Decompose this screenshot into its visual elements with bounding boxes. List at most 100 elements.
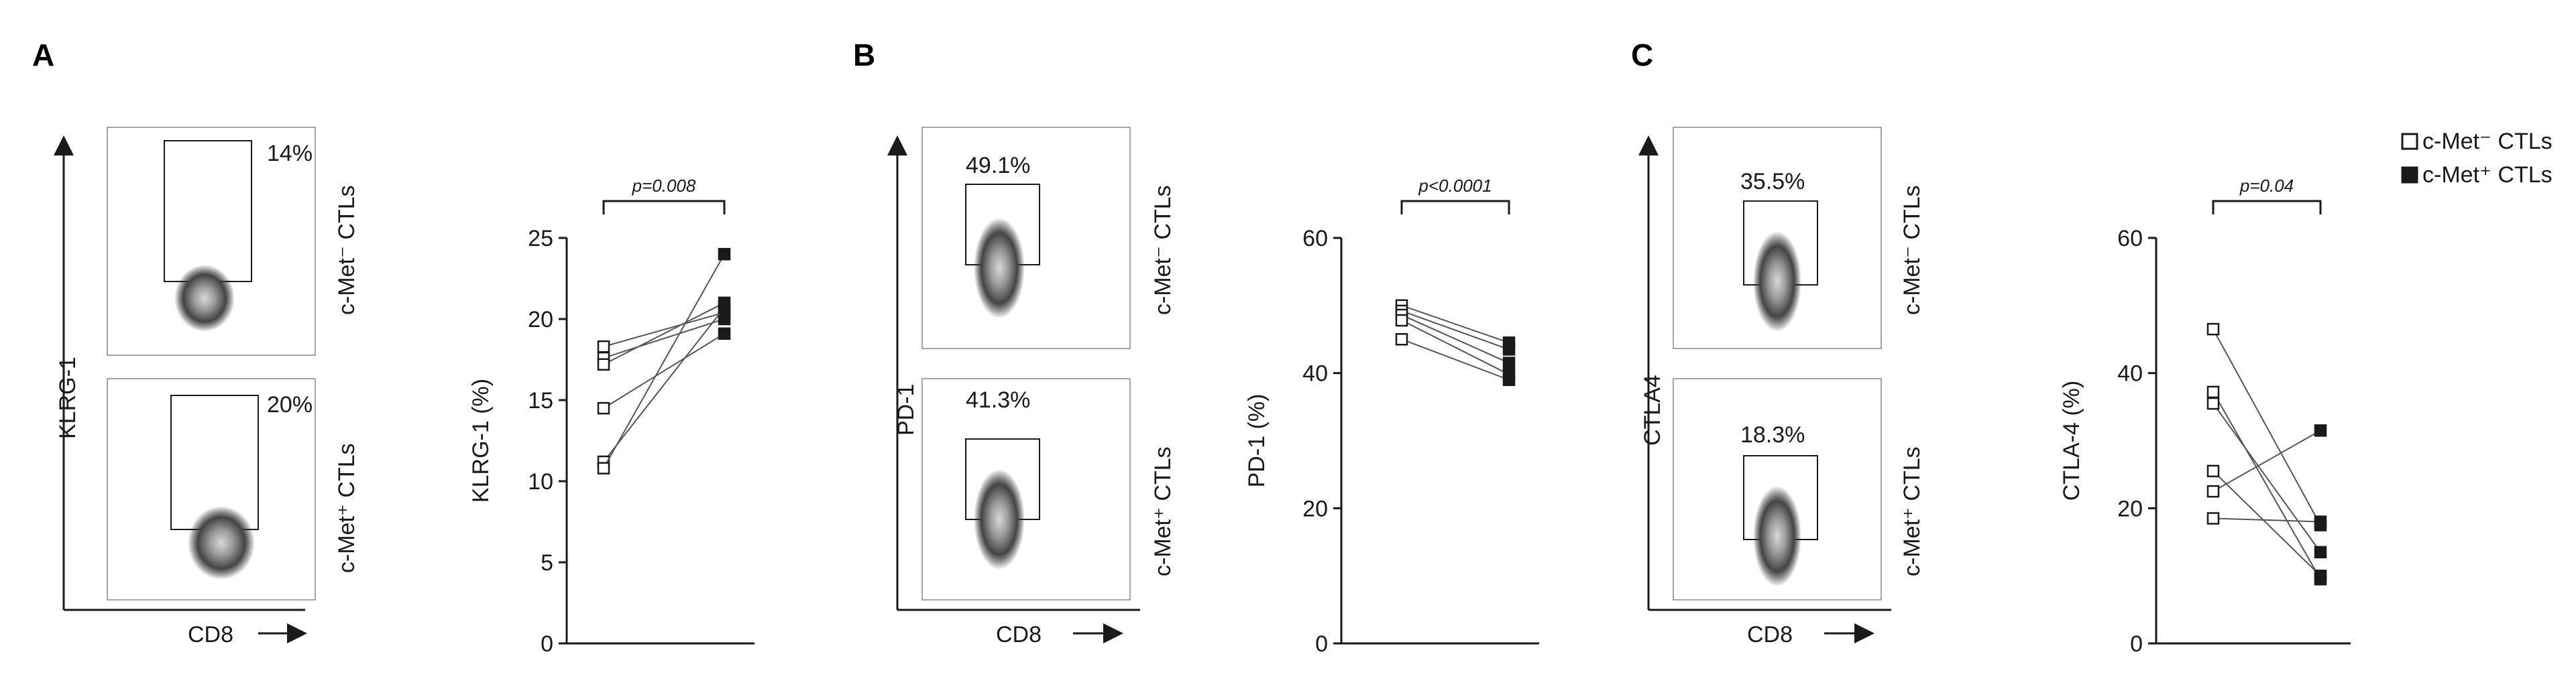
- point-cmet-pos: [2314, 569, 2327, 582]
- legend-label-0: c-Met⁻ CTLs: [2422, 129, 2553, 154]
- flow-y-label: PD-1: [893, 384, 919, 436]
- point-cmet-pos: [718, 327, 731, 340]
- y-tick-label: 10: [528, 469, 553, 495]
- flow-top-group: c-Met⁻ CTLs: [1150, 185, 1176, 315]
- legend-filled-square-icon: [2401, 166, 2418, 184]
- flow-bottom-group: c-Met⁺ CTLs: [1899, 446, 1925, 576]
- flow-x-label: CD8: [996, 622, 1042, 647]
- point-cmet-neg: [1395, 333, 1408, 346]
- point-cmet-neg: [2206, 464, 2220, 478]
- y-tick-label: 15: [528, 388, 553, 414]
- flow-plot-top: [921, 127, 1131, 349]
- pair-line: [1401, 310, 1510, 351]
- y-tick-label: 60: [2117, 226, 2143, 251]
- y-tick-label: 40: [1302, 361, 1328, 387]
- y-axis-label: PD-1 (%): [1244, 394, 1270, 488]
- paired-charts: 0 5 10 15 20 25 KLRG-1 (%) p=0.008 0 20 40 60 PD-1 (…: [468, 176, 2351, 657]
- flow-plot-bottom: [1673, 378, 1882, 601]
- legend: c-Met⁻ CTLs c-Met⁺ CTLs: [2401, 129, 2553, 188]
- pair-line: [603, 253, 725, 469]
- flow-plot-top: [107, 127, 316, 356]
- point-cmet-neg: [2206, 485, 2220, 498]
- pair-line: [603, 332, 725, 409]
- pair-line: [1401, 338, 1510, 381]
- flow-density-top: [174, 265, 235, 332]
- panel-letter-c: C: [1631, 38, 1653, 72]
- flow-gate-top: [164, 140, 252, 282]
- paired-chart-1: 0 20 40 60 PD-1 (%) p<0.0001: [1244, 176, 1539, 657]
- panel-letter-a: A: [32, 38, 54, 72]
- flow-density-bottom: [1753, 486, 1801, 586]
- pair-line: [603, 318, 725, 359]
- y-tick-label: 25: [528, 226, 553, 251]
- point-cmet-neg: [2206, 397, 2220, 410]
- flow-bottom-percent: 20%: [267, 392, 313, 418]
- panel-letter-b: B: [853, 38, 875, 72]
- flow-x-label: CD8: [1747, 622, 1793, 647]
- flow-top-percent: 35.5%: [1740, 169, 1805, 194]
- y-axis-label: CTLA-4 (%): [2059, 381, 2084, 501]
- legend-open-square-icon: [2401, 133, 2418, 150]
- flow-density-bottom: [188, 506, 255, 580]
- panel-b: B PD-1 CD8 49.1% c-Met⁻ CTLs 41.3% c-Met…: [853, 38, 1176, 647]
- point-cmet-neg: [2206, 322, 2220, 336]
- point-cmet-pos: [1502, 343, 1516, 356]
- flow-x-label: CD8: [188, 622, 233, 647]
- pair-line: [2213, 430, 2321, 492]
- p-value-label: p=0.04: [2239, 176, 2294, 196]
- y-tick-label: 5: [541, 550, 553, 576]
- flow-density-top: [1753, 231, 1801, 332]
- pair-line: [2213, 403, 2321, 553]
- p-value-label: p=0.008: [632, 176, 696, 196]
- y-tick-label: 0: [1315, 631, 1328, 657]
- pair-line: [1401, 304, 1510, 344]
- paired-chart-2: 0 20 40 60 CTLA-4 (%) p=0.04: [2059, 176, 2351, 657]
- flow-plot-bottom: [921, 378, 1131, 601]
- pair-line: [1401, 314, 1510, 364]
- panel-c: C CTLA4 CD8 35.5% c-Met⁻ CTLs 18.3% c-Me…: [1631, 38, 1925, 647]
- y-tick-label: 0: [2130, 631, 2143, 657]
- point-cmet-pos: [718, 301, 731, 314]
- flow-plot-top: [1673, 127, 1882, 349]
- point-cmet-neg: [597, 340, 610, 353]
- paired-chart-0: 0 5 10 15 20 25 KLRG-1 (%) p=0.008: [468, 176, 754, 657]
- panel-a: A KLRG-1 CD8 14% c-Met⁻ CTLs 20% c-Met⁺ …: [32, 38, 359, 647]
- significance-bracket: [1400, 200, 1510, 214]
- point-cmet-pos: [2314, 515, 2327, 528]
- point-cmet-neg: [597, 401, 610, 415]
- point-cmet-neg: [597, 462, 610, 475]
- point-cmet-pos: [2314, 546, 2327, 559]
- point-cmet-neg: [597, 358, 610, 371]
- flow-density-top: [974, 218, 1025, 318]
- pair-line: [603, 302, 725, 365]
- y-tick-label: 60: [1302, 226, 1328, 251]
- significance-bracket: [602, 200, 726, 214]
- flow-y-label: KLRG-1: [55, 357, 80, 439]
- flow-top-group: c-Met⁻ CTLs: [334, 185, 359, 315]
- y-tick-label: 0: [541, 631, 553, 657]
- flow-top-percent: 14%: [267, 141, 313, 166]
- p-value-label: p<0.0001: [1418, 176, 1492, 196]
- point-cmet-pos: [1502, 373, 1516, 386]
- pair-line: [2213, 517, 2321, 523]
- y-tick-label: 20: [528, 307, 553, 332]
- flow-bottom-percent: 41.3%: [966, 387, 1030, 413]
- point-cmet-pos: [1502, 357, 1516, 369]
- pair-line: [1401, 320, 1510, 375]
- point-cmet-pos: [2314, 424, 2327, 437]
- point-cmet-neg: [2206, 512, 2220, 525]
- point-cmet-pos: [718, 247, 731, 261]
- point-cmet-pos: [718, 312, 731, 326]
- pair-line: [2213, 391, 2321, 580]
- y-axis-label: KLRG-1 (%): [468, 379, 494, 503]
- y-tick-label: 40: [2117, 361, 2143, 387]
- y-tick-label: 20: [2117, 496, 2143, 521]
- pair-line: [2213, 470, 2321, 576]
- pair-line: [603, 307, 725, 462]
- significance-bracket: [2212, 200, 2322, 214]
- pair-line: [603, 312, 725, 348]
- flow-top-group: c-Met⁻ CTLs: [1899, 185, 1925, 315]
- point-cmet-neg: [2206, 385, 2220, 399]
- flow-plot-bottom: [107, 378, 316, 601]
